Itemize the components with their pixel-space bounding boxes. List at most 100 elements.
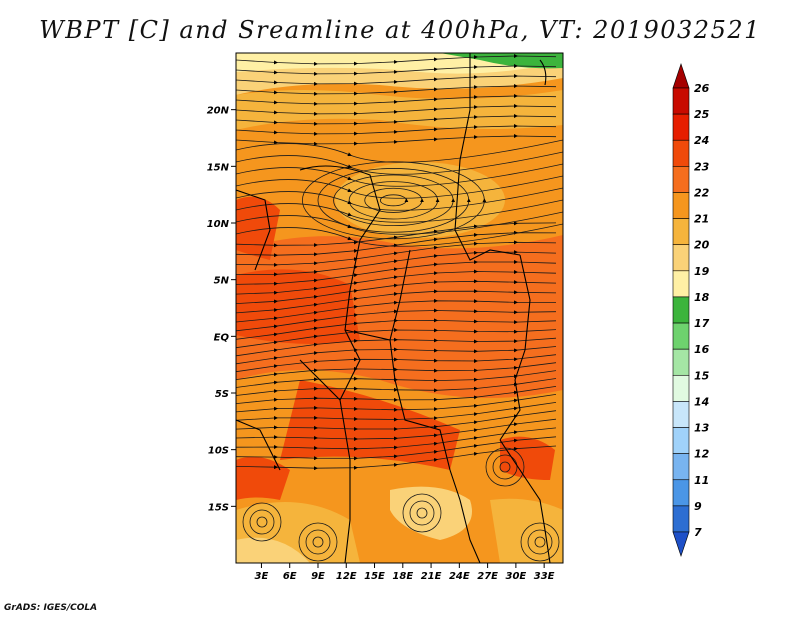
streamline xyxy=(236,362,557,380)
colorbar-cell xyxy=(672,87,690,115)
colorbar-label: 20 xyxy=(694,239,710,252)
lon-tick-label: 30E xyxy=(506,571,527,582)
border-line xyxy=(236,419,281,471)
streamline xyxy=(499,461,511,473)
lat-tick-label: EQ xyxy=(214,332,230,343)
colorbar-label: 19 xyxy=(694,265,710,278)
lat-tick-label: 15S xyxy=(208,502,229,513)
streamline xyxy=(305,529,331,555)
plot-frame xyxy=(235,52,564,564)
streamline xyxy=(236,378,557,396)
streamline xyxy=(236,84,557,96)
lon-tick-label: 6E xyxy=(283,571,297,582)
colorbar-cell xyxy=(672,192,690,219)
colorbar-cell xyxy=(672,401,690,428)
wbpt-band-19-south xyxy=(236,537,310,563)
lat-tick-label: 20N xyxy=(207,106,230,117)
colorbar-label: 25 xyxy=(694,108,710,121)
colorbar-cell xyxy=(672,63,690,89)
streamline xyxy=(236,104,557,116)
lat-tick-label: 15N xyxy=(207,162,230,173)
colorbar-cell xyxy=(672,218,690,246)
streamline xyxy=(242,502,282,542)
lat-tick-label: 5N xyxy=(214,276,230,287)
colorbar-label: 18 xyxy=(694,291,710,304)
colorbar-label: 21 xyxy=(694,213,709,226)
colorbar-label: 12 xyxy=(694,448,710,461)
lat-tick-label: 5S xyxy=(215,389,229,400)
colorbar-cell xyxy=(672,270,690,298)
colorbar-label: 17 xyxy=(694,317,710,330)
streamlines xyxy=(236,54,563,562)
streamline xyxy=(236,124,557,136)
streamline xyxy=(236,74,557,86)
lon-tick-label: 9E xyxy=(311,571,325,582)
streamline xyxy=(534,536,546,548)
border-line xyxy=(299,165,381,291)
border-line xyxy=(499,254,531,441)
colorbar-label: 14 xyxy=(694,395,709,408)
country-borders xyxy=(236,53,551,563)
streamline xyxy=(416,507,428,519)
lat-tick-label: 10N xyxy=(207,219,230,230)
streamline xyxy=(236,199,563,223)
map-plot-area xyxy=(236,53,563,563)
lon-tick-label: 27E xyxy=(477,571,498,582)
colorbar-cell xyxy=(672,296,690,324)
lon-tick-label: 18E xyxy=(392,571,413,582)
streamline xyxy=(236,114,557,126)
streamline xyxy=(298,522,338,562)
colorbar-cell xyxy=(672,479,690,507)
streamline xyxy=(520,522,560,562)
lon-tick-label: 12E xyxy=(336,571,357,582)
chart-title: WBPT [C] and Sreamline at 400hPa, VT: 20… xyxy=(39,16,761,44)
colorbar: 26 25 24 23 22 21 20 19 18 17 16 15 14 13 12 11 9 7 xyxy=(672,63,710,557)
colorbar-cell xyxy=(672,244,690,272)
streamline xyxy=(236,94,557,106)
border-line xyxy=(299,329,391,401)
streamline xyxy=(236,354,557,373)
streamline xyxy=(236,139,563,163)
streamline xyxy=(409,500,435,526)
colorbar-label: 22 xyxy=(694,186,710,199)
colorbar-label: 26 xyxy=(694,82,710,95)
streamline xyxy=(312,536,324,548)
streamline xyxy=(236,64,557,76)
border-line xyxy=(539,59,547,86)
colorbar-label: 15 xyxy=(694,369,710,382)
streamline xyxy=(236,163,563,187)
border-line xyxy=(499,439,551,563)
streamline xyxy=(236,175,563,199)
grads-credit: GrADS: IGES/COLA xyxy=(4,603,98,613)
colorbar-cell xyxy=(672,531,690,557)
streamline xyxy=(236,187,563,211)
colorbar-cell xyxy=(672,427,690,454)
streamline xyxy=(236,346,557,365)
latitude-axis: 20N 15N 10N 5N EQ 5S 10S 15S xyxy=(207,106,236,513)
streamline xyxy=(402,493,442,533)
streamline xyxy=(236,211,563,235)
streamline xyxy=(236,223,563,247)
lon-tick-label: 21E xyxy=(421,571,442,582)
border-line xyxy=(389,249,451,471)
colorbar-cell xyxy=(672,505,690,533)
colorbar-label: 24 xyxy=(694,134,709,147)
streamline xyxy=(256,516,268,528)
colorbar-label: 7 xyxy=(694,526,702,539)
streamline xyxy=(249,509,275,535)
colorbar-cell xyxy=(672,322,690,350)
streamline xyxy=(527,529,553,555)
wbpt-band-19-south-central xyxy=(390,486,472,540)
colorbar-cell xyxy=(672,139,690,167)
lat-tick-label: 10S xyxy=(208,446,229,457)
colorbar-cell xyxy=(672,348,690,376)
lon-tick-label: 3E xyxy=(255,571,269,582)
colorbar-label: 23 xyxy=(694,160,710,173)
streamline xyxy=(236,134,557,146)
colorbar-label: 16 xyxy=(694,343,710,356)
border-line xyxy=(454,53,521,261)
colorbar-cell xyxy=(672,374,690,402)
colorbar-cell xyxy=(672,113,690,141)
colorbar-cell xyxy=(672,453,690,481)
